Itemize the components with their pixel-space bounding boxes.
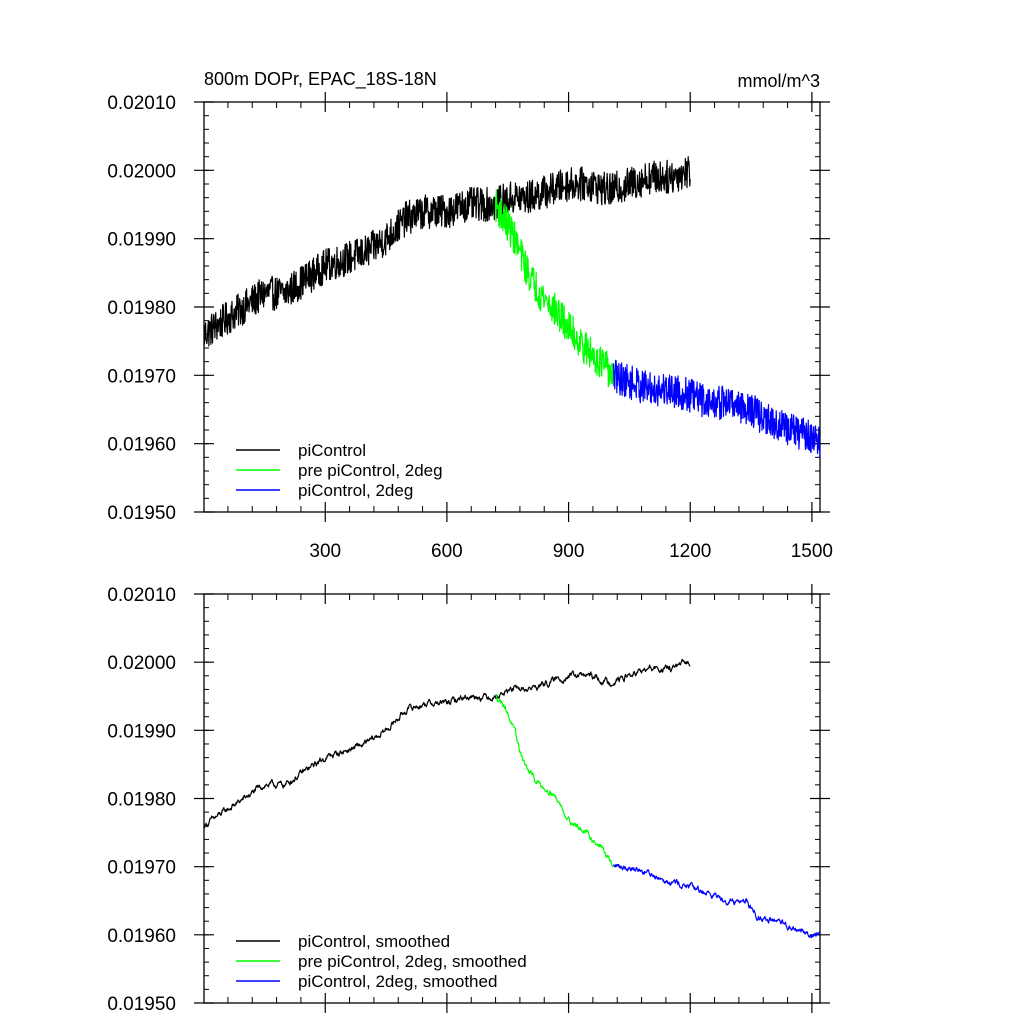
x-tick-label: 1200 bbox=[669, 541, 711, 562]
legend-label: pre piControl, 2deg bbox=[298, 461, 443, 480]
legend-label: piControl, 2deg bbox=[298, 481, 413, 500]
series-line bbox=[612, 863, 821, 939]
chart-title: 800m DOPr, EPAC_18S-18N bbox=[204, 69, 437, 90]
series-line bbox=[495, 693, 614, 868]
y-tick-label: 0.01960 bbox=[107, 926, 176, 947]
y-tick-label: 0.01980 bbox=[107, 790, 176, 811]
y-tick-label: 0.02000 bbox=[107, 653, 176, 674]
x-tick-label: 300 bbox=[309, 541, 341, 562]
y-tick-label: 0.01950 bbox=[107, 994, 176, 1015]
y-tick-label: 0.02010 bbox=[107, 585, 176, 606]
y-tick-label: 0.02000 bbox=[107, 161, 176, 182]
y-tick-label: 0.01970 bbox=[107, 366, 176, 387]
bottom-panel: 0.01950 0.01960 0.01970 0.01980 0.01990 0.020… bbox=[107, 584, 830, 1015]
x-tick-label: 600 bbox=[431, 541, 463, 562]
y-tick-label: 0.01990 bbox=[107, 230, 176, 251]
series-line bbox=[203, 156, 691, 347]
top-panel: 800m DOPr, EPAC_18S-18N mmol/m^3 0.01950… bbox=[107, 69, 833, 562]
series-line bbox=[203, 658, 691, 829]
y-tick-label: 0.01950 bbox=[107, 503, 176, 524]
plot-frame bbox=[203, 593, 821, 1004]
series-line bbox=[494, 189, 614, 388]
y-tick-label: 0.01970 bbox=[107, 858, 176, 879]
x-tick-label: 1500 bbox=[791, 541, 833, 562]
legend-label: piControl, 2deg, smoothed bbox=[298, 972, 497, 991]
y-tick-label: 0.01990 bbox=[107, 721, 176, 742]
y-tick-label: 0.02010 bbox=[107, 93, 176, 114]
legend-label: piControl bbox=[298, 441, 366, 460]
units-label: mmol/m^3 bbox=[738, 71, 820, 91]
legend-label: pre piControl, 2deg, smoothed bbox=[298, 952, 527, 971]
legend-label: piControl, smoothed bbox=[298, 932, 450, 951]
x-tick-label: 900 bbox=[553, 541, 585, 562]
plot-frame bbox=[203, 101, 821, 513]
series-line bbox=[612, 359, 821, 459]
y-tick-label: 0.01980 bbox=[107, 298, 176, 319]
y-tick-label: 0.01960 bbox=[107, 435, 176, 456]
